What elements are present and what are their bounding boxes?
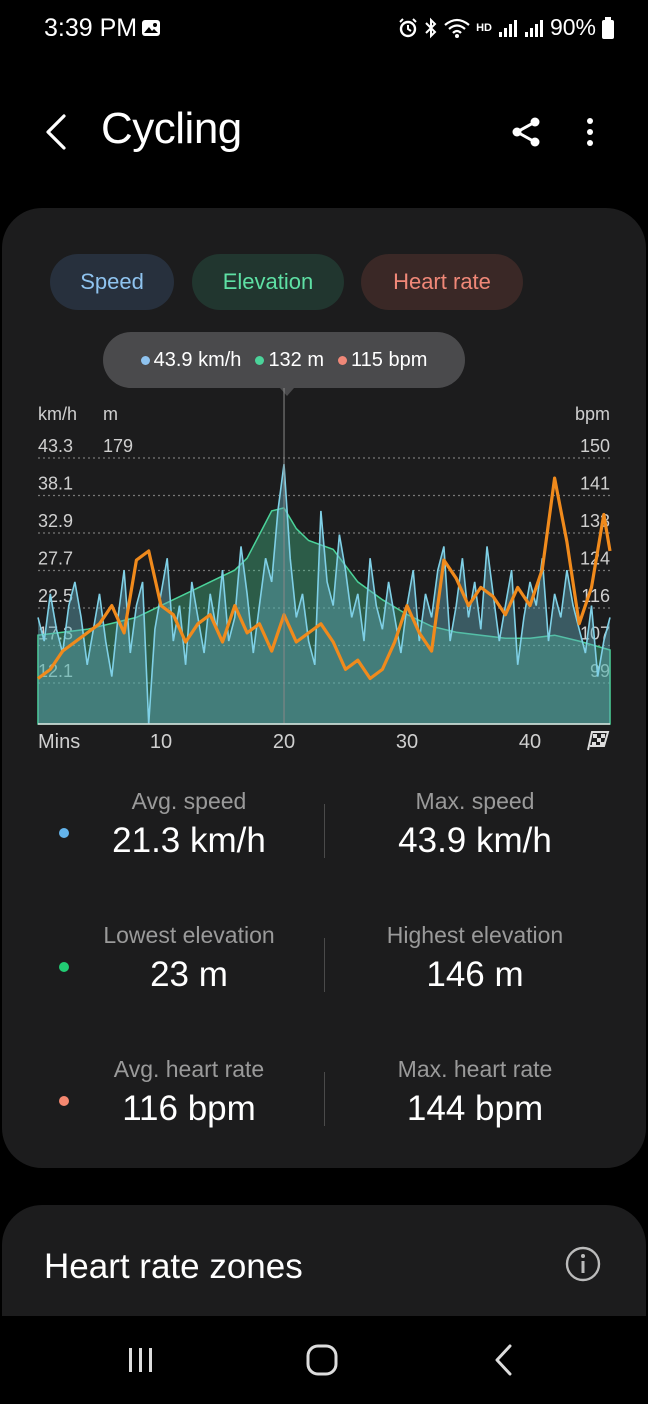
heart-rate-series xyxy=(37,476,612,681)
tab-speed[interactable]: Speed xyxy=(50,254,174,310)
max-heart-rate: Max. heart rate 144 bpm xyxy=(330,1056,620,1129)
heart-rate-legend-dot xyxy=(59,1096,69,1106)
recents-icon[interactable] xyxy=(126,1346,156,1374)
wifi-icon xyxy=(444,18,470,38)
x-tick-label: 40 xyxy=(519,731,541,753)
signal-icon xyxy=(498,19,517,37)
stat-row-elevation: Lowest elevation 23 m Highest elevation … xyxy=(2,922,646,1012)
divider xyxy=(324,804,325,858)
speed-tick-label: 38.1 xyxy=(38,474,73,494)
bpm-tick-label: 99 xyxy=(590,661,610,681)
heart-rate-zones-card[interactable]: Heart rate zones xyxy=(2,1205,646,1335)
speed-legend-dot xyxy=(59,828,69,838)
elevation-tick-label: 179 xyxy=(103,436,133,456)
speed-tick-label: 32.9 xyxy=(38,511,73,531)
speed-tick-label: 12.1 xyxy=(38,661,73,681)
stat-label: Avg. speed xyxy=(131,788,247,814)
page-title: Cycling xyxy=(101,104,242,153)
hd-voice-label: HD xyxy=(476,21,492,34)
section-title: Heart rate zones xyxy=(44,1247,303,1286)
share-icon[interactable] xyxy=(508,112,544,152)
home-icon[interactable] xyxy=(305,1343,339,1377)
battery-percent: 90% xyxy=(549,14,596,40)
bpm-tick-label: 141 xyxy=(580,474,610,494)
x-tick-label: 10 xyxy=(150,731,172,753)
gallery-icon xyxy=(142,20,160,36)
status-icons: HD 90% xyxy=(398,14,614,41)
speed-dot xyxy=(140,355,150,365)
chevron-left-icon[interactable] xyxy=(38,110,76,154)
bpm-tick-label: 150 xyxy=(580,436,610,456)
status-bar: 3:39 PM HD 90% xyxy=(0,0,648,60)
speed-tick-label: 22.5 xyxy=(38,586,73,606)
elevation-series xyxy=(37,507,611,725)
x-tick-label: 30 xyxy=(396,731,418,753)
avg-speed: Avg. speed 21.3 km/h xyxy=(44,788,334,861)
elevation-unit-label: m xyxy=(103,404,118,424)
avg-heart-rate: Avg. heart rate 116 bpm xyxy=(44,1056,334,1129)
stat-label: Max. heart rate xyxy=(397,1056,553,1082)
elevation-dot xyxy=(255,355,265,365)
stat-value: 116 bpm xyxy=(122,1089,256,1128)
tooltip-arrow xyxy=(280,388,294,396)
elevation-legend-dot xyxy=(59,962,69,972)
tab-heart-rate[interactable]: Heart rate xyxy=(361,254,523,310)
checkered-flag-icon xyxy=(587,731,610,751)
divider xyxy=(324,938,325,992)
tab-elevation[interactable]: Elevation xyxy=(192,254,344,310)
stat-value: 43.9 km/h xyxy=(398,821,552,860)
speed-tick-label: 27.7 xyxy=(38,549,73,569)
stat-value: 146 m xyxy=(426,955,524,994)
info-icon[interactable] xyxy=(564,1245,602,1283)
speed-series xyxy=(37,463,611,725)
app-bar: Cycling xyxy=(0,90,648,176)
battery-icon xyxy=(602,16,614,39)
stat-label: Avg. heart rate xyxy=(113,1056,265,1082)
stat-row-heart-rate: Avg. heart rate 116 bpm Max. heart rate … xyxy=(2,1056,646,1146)
back-icon[interactable] xyxy=(492,1343,516,1377)
bluetooth-icon xyxy=(425,17,437,38)
tooltip-speed-value: 43.9 km/h xyxy=(153,348,242,371)
bpm-unit-label: bpm xyxy=(575,404,610,424)
highest-elevation: Highest elevation 146 m xyxy=(330,922,620,995)
stat-row-speed: Avg. speed 21.3 km/h Max. speed 43.9 km/… xyxy=(2,788,646,878)
tooltip-heart-rate: 115 bpm xyxy=(338,349,427,372)
x-axis-label: Mins xyxy=(38,731,80,753)
stat-label: Lowest elevation xyxy=(103,922,275,948)
workout-chart-card: Speed Elevation Heart rate 43.9 km/h 132… xyxy=(2,208,646,1168)
stat-label: Highest elevation xyxy=(386,922,564,948)
alarm-icon xyxy=(399,17,417,37)
stat-value: 21.3 km/h xyxy=(112,821,266,860)
stat-value: 23 m xyxy=(150,955,228,994)
max-speed: Max. speed 43.9 km/h xyxy=(330,788,620,861)
more-vert-icon[interactable] xyxy=(572,112,608,152)
tooltip-speed: 43.9 km/h xyxy=(140,348,242,372)
speed-area xyxy=(38,464,610,724)
tooltip-elevation-value: 132 m xyxy=(268,348,325,371)
stat-value: 144 bpm xyxy=(406,1089,544,1128)
divider xyxy=(324,1072,325,1126)
signal-icon-2 xyxy=(524,19,543,37)
speed-unit-label: km/h xyxy=(38,404,77,424)
speed-tick-label: 43.3 xyxy=(38,436,73,456)
lowest-elevation: Lowest elevation 23 m xyxy=(44,922,334,995)
x-tick-label: 20 xyxy=(273,731,295,753)
heart-rate-dot xyxy=(338,355,348,365)
navigation-bar xyxy=(0,1316,648,1404)
stat-label: Max. speed xyxy=(415,788,535,814)
tooltip-heart-rate-value: 115 bpm xyxy=(351,348,428,371)
chart-tooltip: 43.9 km/h 132 m 115 bpm xyxy=(103,332,465,388)
tooltip-elevation: 132 m xyxy=(255,349,324,372)
status-time: 3:39 PM xyxy=(44,14,138,42)
